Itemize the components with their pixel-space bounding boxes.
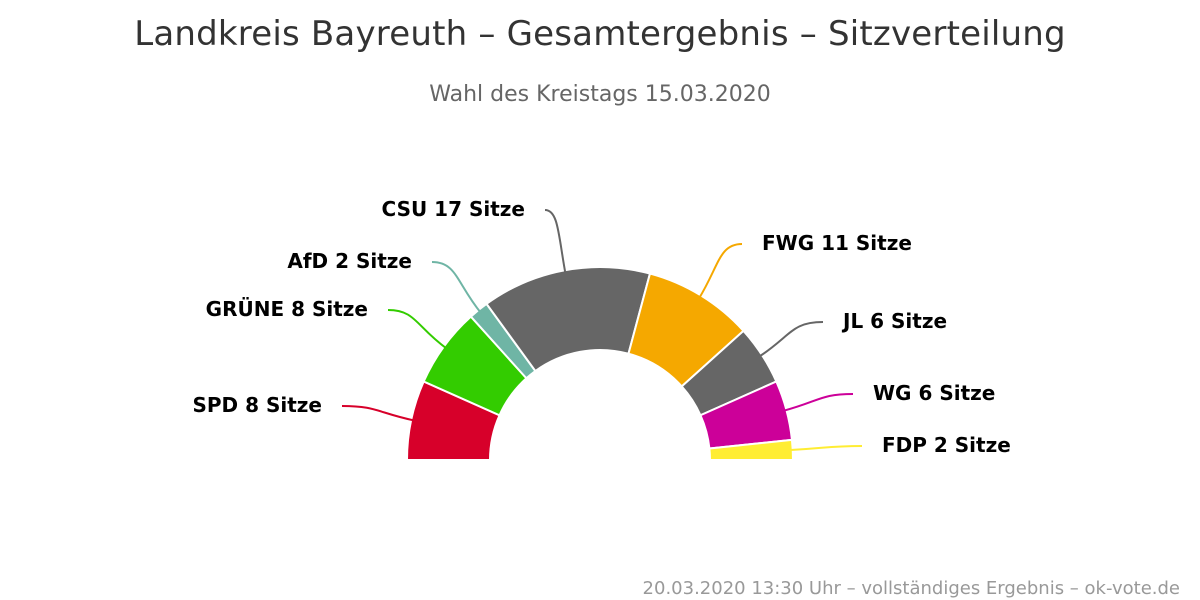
chart-title: Landkreis Bayreuth – Gesamtergebnis – Si… xyxy=(134,14,1066,54)
label-fwg: FWG 11 Sitze xyxy=(762,231,912,255)
label-connectors xyxy=(341,209,863,452)
slice-fdp[interactable] xyxy=(708,438,795,461)
label-fdp: FDP 2 Sitze xyxy=(882,433,1011,457)
label-afd: AfD 2 Sitze xyxy=(287,249,412,273)
connector-spd xyxy=(341,405,416,422)
credits-link[interactable]: 20.03.2020 13:30 Uhr – vollständiges Erg… xyxy=(642,578,1180,599)
label-spd: SPD 8 Sitze xyxy=(192,393,322,417)
label-jl: JL 6 Sitze xyxy=(841,309,947,333)
connector-afd xyxy=(431,261,482,314)
connector-fwg xyxy=(697,243,743,300)
label-csu: CSU 17 Sitze xyxy=(382,197,525,221)
label-gr-ne: GRÜNE 8 Sitze xyxy=(206,297,368,321)
chart-subtitle: Wahl des Kreistags 15.03.2020 xyxy=(429,82,771,107)
connector-fdp xyxy=(788,445,863,452)
label-wg: WG 6 Sitze xyxy=(873,381,995,405)
connector-csu xyxy=(544,209,567,275)
data-labels: SPD 8 Sitze GRÜNE 8 Sitze AfD 2 Sitze CSU 1… xyxy=(192,197,1010,457)
connector-gr-ne xyxy=(387,309,448,350)
connector-wg xyxy=(782,393,854,413)
connector-jl xyxy=(757,321,824,358)
chart-slices xyxy=(405,266,795,461)
